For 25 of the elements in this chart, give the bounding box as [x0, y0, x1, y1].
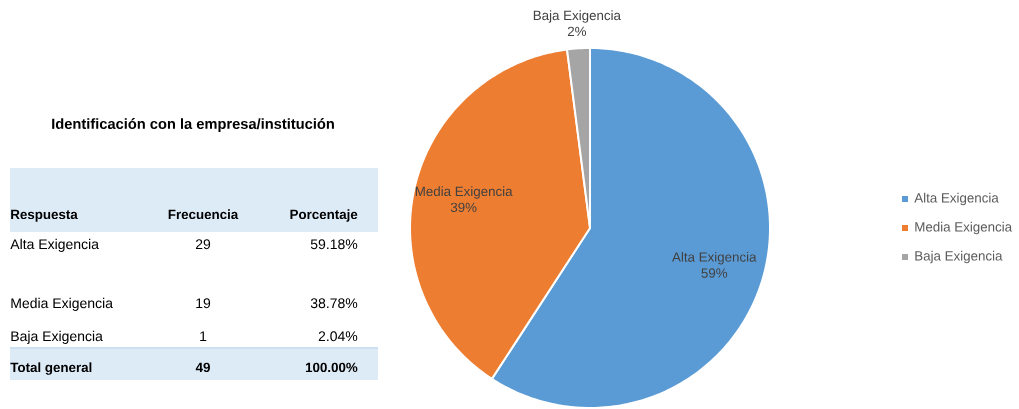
data-label: 1: [200, 331, 207, 341]
text: Porcentaje: [290, 209, 358, 222]
data-label: 59%: [701, 268, 728, 278]
text: Frecuencia: [168, 209, 239, 220]
text: 49: [195, 362, 210, 373]
data-label: 39%: [450, 202, 477, 213]
slice-label: Baja Exigencia: [533, 10, 621, 23]
text: Respuesta: [11, 209, 78, 222]
legend-label: Media Exigencia: [915, 221, 1013, 235]
text: 100.00%: [305, 362, 358, 373]
text: Identificación con la empresa/institución: [52, 118, 334, 132]
slice-label: Alta Exigencia: [672, 251, 757, 265]
category-label: Media Exigencia: [11, 297, 113, 311]
data-label: 2%: [567, 26, 587, 37]
legend-label: Baja Exigencia: [915, 250, 1003, 264]
data-label: 29: [195, 239, 211, 250]
data-label: 59.18%: [310, 239, 358, 250]
data-label: 2.04%: [318, 331, 358, 342]
data-label: 38.78%: [310, 298, 358, 309]
category-label: Baja Exigencia: [11, 330, 103, 344]
legend-label: Alta Exigencia: [914, 192, 999, 206]
category-label: Alta Exigencia: [10, 238, 99, 252]
data-label: 19: [196, 298, 211, 309]
slice-label: Media Exigencia: [415, 186, 513, 199]
text: Total general: [10, 362, 92, 375]
